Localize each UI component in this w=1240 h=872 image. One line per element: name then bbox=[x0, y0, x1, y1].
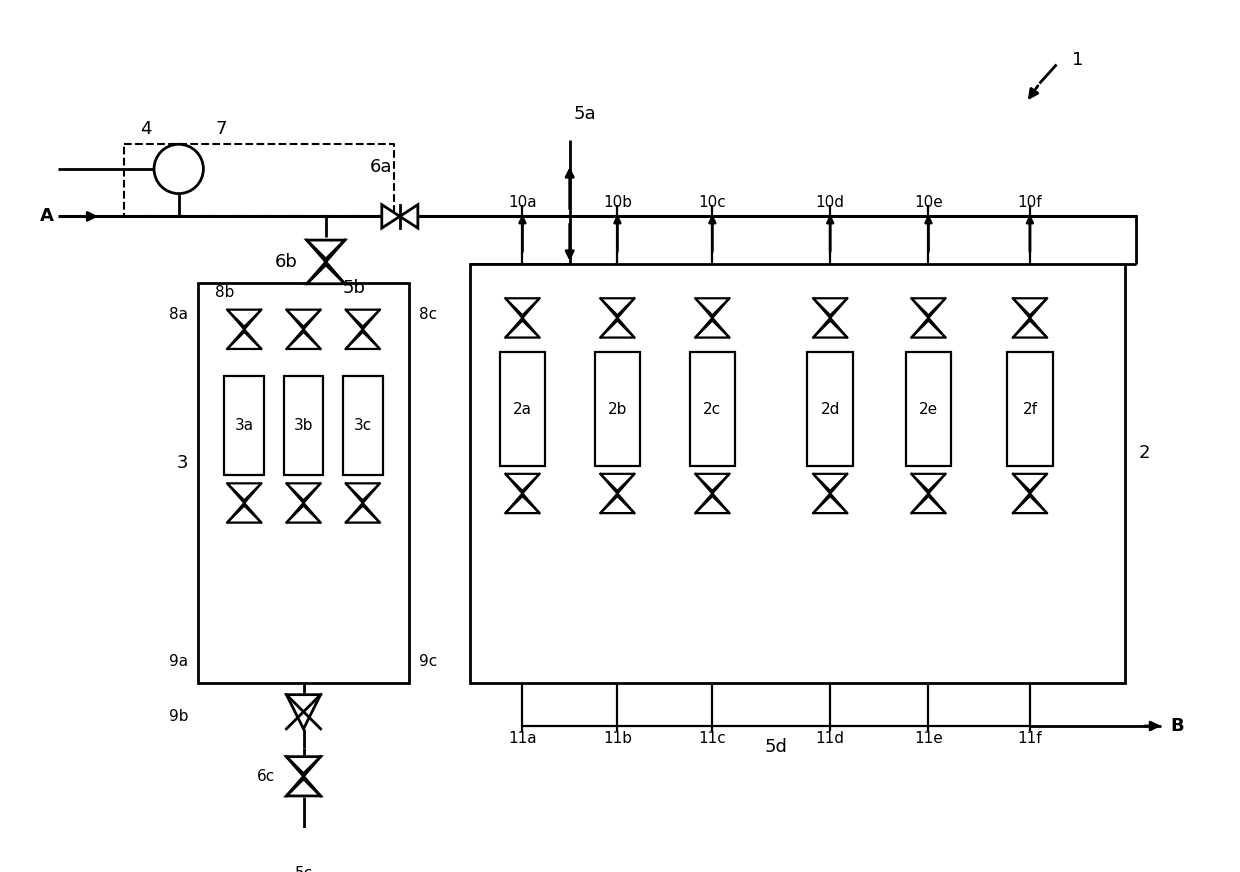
Polygon shape bbox=[813, 496, 847, 513]
Polygon shape bbox=[1013, 473, 1047, 491]
Text: 10b: 10b bbox=[603, 194, 632, 209]
Text: 3b: 3b bbox=[294, 419, 314, 433]
Text: 10d: 10d bbox=[816, 194, 844, 209]
Polygon shape bbox=[506, 496, 539, 513]
Polygon shape bbox=[696, 473, 729, 491]
Text: 10c: 10c bbox=[698, 194, 727, 209]
Polygon shape bbox=[813, 321, 847, 337]
Polygon shape bbox=[1013, 298, 1047, 316]
Polygon shape bbox=[813, 298, 847, 316]
Polygon shape bbox=[1013, 496, 1047, 513]
Text: 2e: 2e bbox=[919, 401, 937, 417]
Polygon shape bbox=[1013, 321, 1047, 337]
Polygon shape bbox=[306, 240, 345, 259]
Text: 8c: 8c bbox=[419, 307, 436, 322]
Polygon shape bbox=[227, 310, 262, 327]
Polygon shape bbox=[382, 205, 399, 228]
Text: 2f: 2f bbox=[1023, 401, 1038, 417]
Text: 4: 4 bbox=[140, 120, 151, 138]
Text: 11d: 11d bbox=[816, 731, 844, 746]
Bar bbox=[595, 352, 640, 466]
Polygon shape bbox=[600, 473, 635, 491]
Text: 2c: 2c bbox=[703, 401, 722, 417]
Polygon shape bbox=[399, 205, 418, 228]
Polygon shape bbox=[227, 483, 262, 501]
Bar bbox=[470, 264, 1125, 684]
Text: 10a: 10a bbox=[508, 194, 537, 209]
Text: 11e: 11e bbox=[914, 731, 942, 746]
Polygon shape bbox=[286, 757, 321, 773]
Bar bbox=[500, 352, 546, 466]
Bar bbox=[224, 376, 264, 475]
Text: 2d: 2d bbox=[821, 401, 839, 417]
Text: 11f: 11f bbox=[1018, 731, 1043, 746]
Text: 6a: 6a bbox=[370, 158, 392, 176]
Text: 11b: 11b bbox=[603, 731, 632, 746]
Bar bbox=[284, 376, 324, 475]
Polygon shape bbox=[600, 321, 635, 337]
Polygon shape bbox=[286, 332, 321, 349]
Text: 1: 1 bbox=[1071, 51, 1083, 69]
Polygon shape bbox=[346, 332, 379, 349]
Text: 9a: 9a bbox=[169, 654, 188, 669]
Text: 11c: 11c bbox=[698, 731, 727, 746]
Text: 7: 7 bbox=[216, 120, 227, 138]
Polygon shape bbox=[600, 496, 635, 513]
Polygon shape bbox=[506, 321, 539, 337]
Polygon shape bbox=[911, 298, 946, 316]
Polygon shape bbox=[227, 332, 262, 349]
Text: 5a: 5a bbox=[573, 105, 596, 123]
Text: 10e: 10e bbox=[914, 194, 942, 209]
Polygon shape bbox=[286, 779, 321, 796]
Text: 2b: 2b bbox=[608, 401, 627, 417]
Text: 5b: 5b bbox=[343, 278, 366, 296]
Polygon shape bbox=[346, 310, 379, 327]
Polygon shape bbox=[911, 496, 946, 513]
Text: 8b: 8b bbox=[215, 285, 234, 300]
Text: 6c: 6c bbox=[257, 769, 275, 784]
Circle shape bbox=[154, 144, 203, 194]
Text: 2: 2 bbox=[1138, 444, 1149, 461]
Text: 2a: 2a bbox=[513, 401, 532, 417]
Polygon shape bbox=[306, 265, 345, 283]
Text: 11a: 11a bbox=[508, 731, 537, 746]
Text: B: B bbox=[1171, 717, 1184, 735]
Bar bbox=[905, 352, 951, 466]
Text: 3: 3 bbox=[176, 454, 188, 472]
Polygon shape bbox=[506, 473, 539, 491]
Polygon shape bbox=[696, 321, 729, 337]
Polygon shape bbox=[696, 298, 729, 316]
Polygon shape bbox=[911, 473, 946, 491]
Polygon shape bbox=[286, 310, 321, 327]
Text: 10f: 10f bbox=[1018, 194, 1043, 209]
Text: 9b: 9b bbox=[169, 709, 188, 724]
Polygon shape bbox=[346, 506, 379, 522]
Polygon shape bbox=[286, 506, 321, 522]
Bar bbox=[689, 352, 735, 466]
Polygon shape bbox=[227, 506, 262, 522]
Polygon shape bbox=[813, 473, 847, 491]
Polygon shape bbox=[346, 483, 379, 501]
Polygon shape bbox=[286, 483, 321, 501]
Text: 3c: 3c bbox=[353, 419, 372, 433]
Bar bbox=[197, 283, 409, 684]
Text: 5d: 5d bbox=[765, 738, 787, 756]
Text: 6b: 6b bbox=[274, 253, 298, 271]
Text: 9c: 9c bbox=[419, 654, 436, 669]
Polygon shape bbox=[286, 695, 321, 729]
Text: 8a: 8a bbox=[169, 307, 188, 322]
Polygon shape bbox=[696, 496, 729, 513]
Text: A: A bbox=[40, 208, 53, 225]
Polygon shape bbox=[600, 298, 635, 316]
Bar bbox=[342, 376, 383, 475]
Polygon shape bbox=[506, 298, 539, 316]
Bar bbox=[1007, 352, 1053, 466]
Polygon shape bbox=[911, 321, 946, 337]
Text: 3a: 3a bbox=[234, 419, 254, 433]
Bar bbox=[807, 352, 853, 466]
Text: 5c: 5c bbox=[294, 866, 312, 872]
